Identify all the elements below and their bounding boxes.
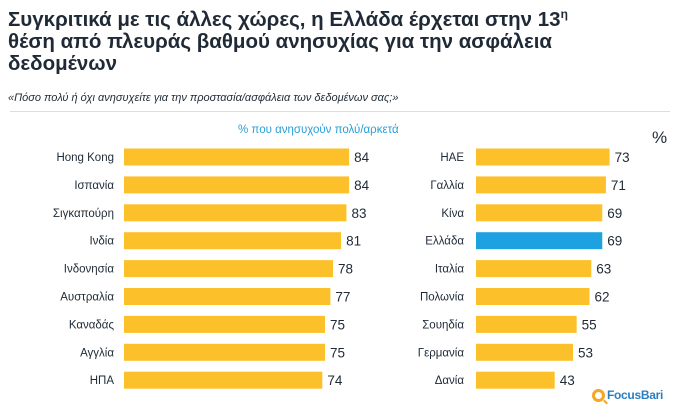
bar [124, 204, 347, 222]
category-label: Πολωνία [420, 292, 464, 304]
divider [10, 111, 670, 112]
focusbari-logo: FocusBari [592, 388, 663, 402]
magnifier-icon [592, 388, 605, 402]
value-label: 75 [330, 317, 345, 332]
bar [476, 204, 603, 222]
bar [476, 288, 590, 305]
value-label: 75 [330, 345, 345, 360]
bar [476, 260, 592, 278]
category-label: Καναδάς [69, 319, 115, 331]
category-label: Γαλλία [430, 180, 464, 192]
category-label: ΗΑΕ [440, 152, 464, 164]
value-label: 53 [578, 345, 593, 360]
title-line-2: θέση από πλευράς βαθμού ανησυχίας για τη… [8, 30, 553, 53]
value-label: 81 [346, 234, 361, 249]
bar [476, 315, 577, 333]
value-label: 74 [327, 373, 343, 388]
bar [476, 343, 573, 361]
bar [476, 176, 606, 194]
category-label: Ινδονησία [64, 264, 115, 276]
value-label: 84 [354, 178, 370, 193]
value-label: 77 [335, 290, 350, 305]
category-label: Αγγλία [80, 347, 114, 359]
value-label: 78 [338, 262, 353, 277]
chart-title: Συγκριτικά με τις άλλες χώρες, η Ελλάδα … [8, 3, 668, 75]
bar [124, 315, 325, 333]
bar [476, 148, 610, 166]
title-line-3: δεδομένων [8, 52, 118, 75]
category-label: Γερμανία [418, 347, 465, 359]
value-label: 71 [611, 178, 626, 193]
category-label: Ελλάδα [425, 236, 464, 248]
category-label: Ιταλία [435, 264, 465, 276]
bar [124, 232, 342, 250]
value-label: 84 [354, 150, 370, 165]
bar [124, 288, 331, 305]
category-label: Δανία [435, 375, 465, 387]
bar [124, 371, 323, 389]
bar [124, 176, 350, 194]
bar [476, 371, 555, 389]
category-label: Hong Kong [56, 152, 114, 164]
category-label: ΗΠΑ [90, 375, 115, 387]
value-label: 69 [607, 206, 622, 221]
category-label: Αυστραλία [60, 292, 114, 304]
bar [124, 343, 325, 361]
survey-question: «Πόσο πολύ ή όχι ανησυχείτε για την προσ… [8, 92, 399, 104]
value-label: 55 [582, 317, 597, 332]
bar [124, 260, 334, 278]
value-label: 43 [560, 373, 575, 388]
logo-text: FocusBari [607, 388, 663, 402]
category-label: Ινδία [89, 236, 114, 248]
unit-label: % [652, 128, 668, 147]
category-label: Σουηδία [422, 319, 464, 331]
value-label: 83 [351, 206, 366, 221]
bar [476, 232, 603, 250]
value-label: 73 [615, 150, 630, 165]
value-label: 69 [607, 234, 622, 249]
bar [124, 148, 350, 166]
title-line-1: Συγκριτικά με τις άλλες χώρες, η Ελλάδα … [8, 7, 568, 31]
category-label: Σιγκαπούρη [53, 208, 114, 220]
category-label: Κίνα [441, 208, 464, 220]
value-label: 62 [594, 290, 609, 305]
value-label: 63 [596, 262, 611, 277]
series-label: % που ανησυχούν πολύ/αρκετά [238, 124, 399, 136]
category-label: Ισπανία [74, 180, 114, 192]
